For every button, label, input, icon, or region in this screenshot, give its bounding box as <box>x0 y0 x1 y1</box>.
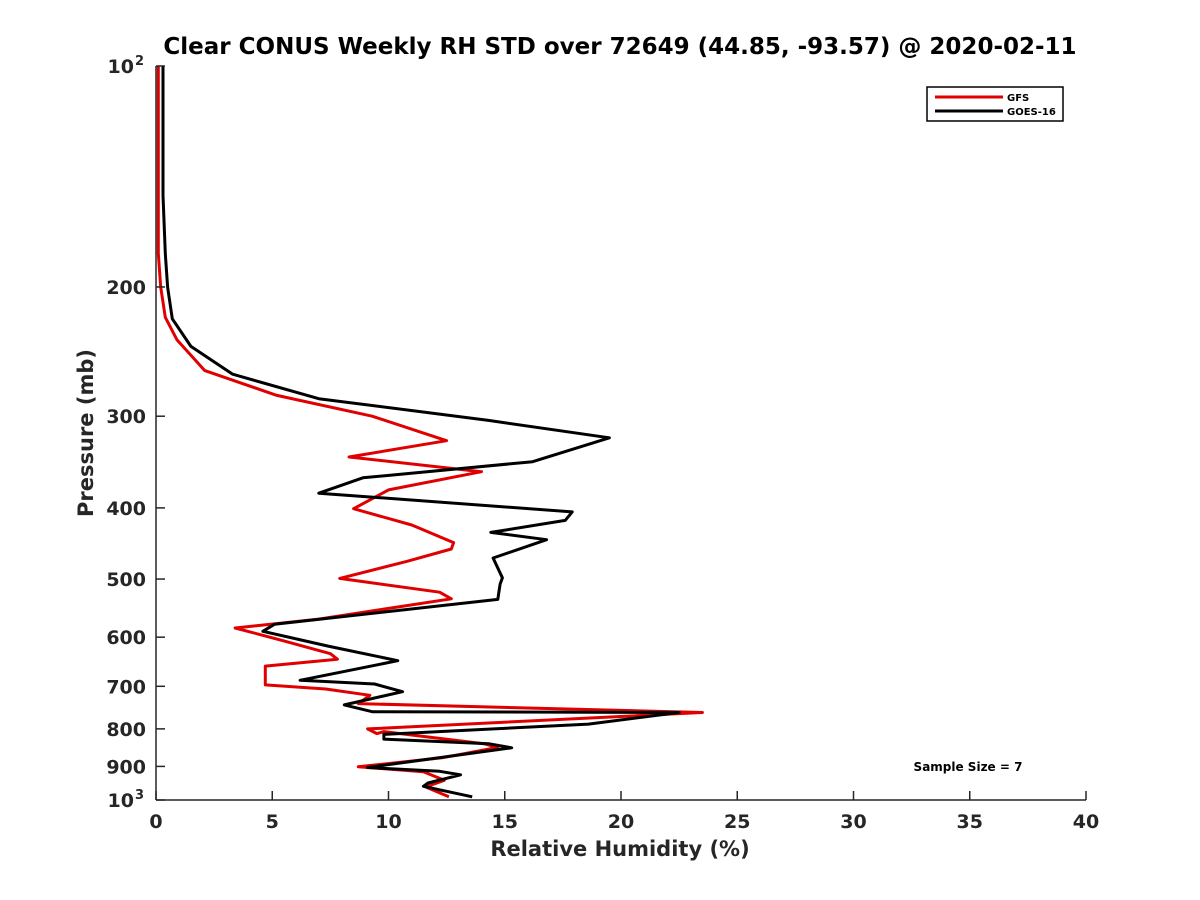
x-tick-label: 40 <box>1073 811 1099 833</box>
y-tick-label: 500 <box>106 569 146 591</box>
y-tick-exponent: 2 <box>135 54 144 69</box>
y-tick-label: 400 <box>106 498 146 520</box>
x-tick-label: 5 <box>266 811 279 833</box>
x-tick-label: 20 <box>608 811 634 833</box>
legend: GFS GOES-16 <box>926 86 1064 122</box>
y-tick-label: 300 <box>106 406 146 428</box>
y-tick-label: 10 <box>108 790 134 812</box>
x-tick-label: 30 <box>840 811 866 833</box>
x-tick-label: 15 <box>492 811 518 833</box>
x-axis-label: Relative Humidity (%) <box>490 837 749 861</box>
y-tick-label: 800 <box>106 719 146 741</box>
chart-title: Clear CONUS Weekly RH STD over 72649 (44… <box>163 34 1076 60</box>
y-tick-label: 700 <box>106 676 146 698</box>
series-line-gfs <box>156 66 704 799</box>
x-tick-label: 0 <box>149 811 162 833</box>
x-tick-label: 10 <box>375 811 401 833</box>
y-axis-label: Pressure (mb) <box>74 349 98 517</box>
legend-label: GFS <box>1007 93 1029 104</box>
legend-box <box>926 86 1064 122</box>
legend-label: GOES-16 <box>1007 107 1056 118</box>
y-tick-label: 600 <box>106 627 146 649</box>
sample-size-annotation: Sample Size = 7 <box>914 760 1023 774</box>
x-tick-label: 35 <box>957 811 983 833</box>
series-lines <box>156 66 704 799</box>
x-tick-label: 25 <box>724 811 750 833</box>
y-tick-label: 900 <box>106 756 146 778</box>
y-tick-label: 10 <box>108 56 134 78</box>
y-tick-exponent: 3 <box>135 788 144 803</box>
y-tick-label: 200 <box>106 277 146 299</box>
series-line-goes-16 <box>161 66 681 799</box>
